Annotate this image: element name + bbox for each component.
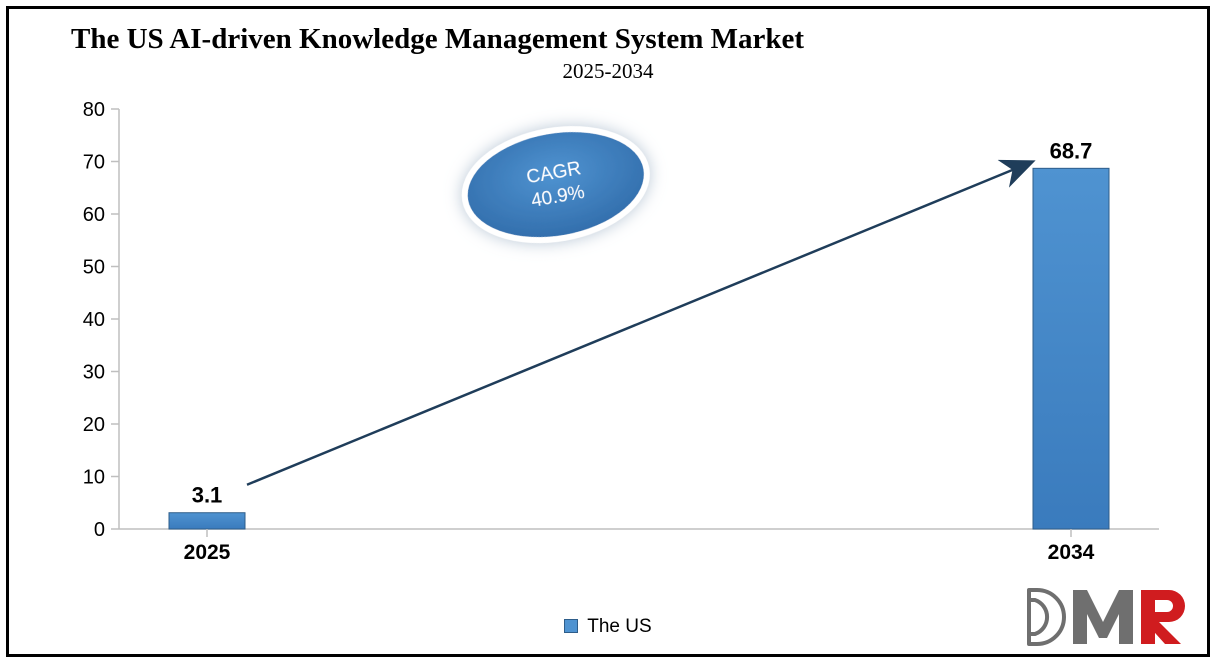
- bar: [169, 513, 245, 529]
- growth-arrow: [247, 162, 1031, 484]
- legend-label: The US: [587, 616, 651, 637]
- y-tick-label: 40: [83, 309, 105, 331]
- y-tick-label: 70: [83, 152, 105, 174]
- chart-title: The US AI-driven Knowledge Management Sy…: [71, 23, 804, 56]
- y-tick-label: 30: [83, 362, 105, 384]
- y-tick-label: 50: [83, 257, 105, 279]
- chart-plot-area: 0102030405060708020253.1203468.7CAGR40.9…: [109, 99, 1169, 559]
- chart-subtitle: 2025-2034: [9, 59, 1207, 84]
- y-tick-label: 20: [83, 414, 105, 436]
- y-tick-label: 0: [94, 519, 105, 541]
- dmr-logo: [1021, 586, 1191, 648]
- bar-value-label: 68.7: [1050, 138, 1093, 163]
- cagr-callout: CAGR40.9%: [456, 115, 656, 253]
- bar-value-label: 3.1: [192, 483, 223, 508]
- bar: [1033, 168, 1109, 529]
- legend-swatch: [564, 619, 578, 633]
- chart-frame: The US AI-driven Knowledge Management Sy…: [6, 6, 1210, 657]
- y-tick-label: 10: [83, 467, 105, 489]
- y-tick-label: 80: [83, 99, 105, 121]
- x-tick-label: 2025: [184, 541, 231, 564]
- x-tick-label: 2034: [1048, 541, 1095, 564]
- y-tick-label: 60: [83, 204, 105, 226]
